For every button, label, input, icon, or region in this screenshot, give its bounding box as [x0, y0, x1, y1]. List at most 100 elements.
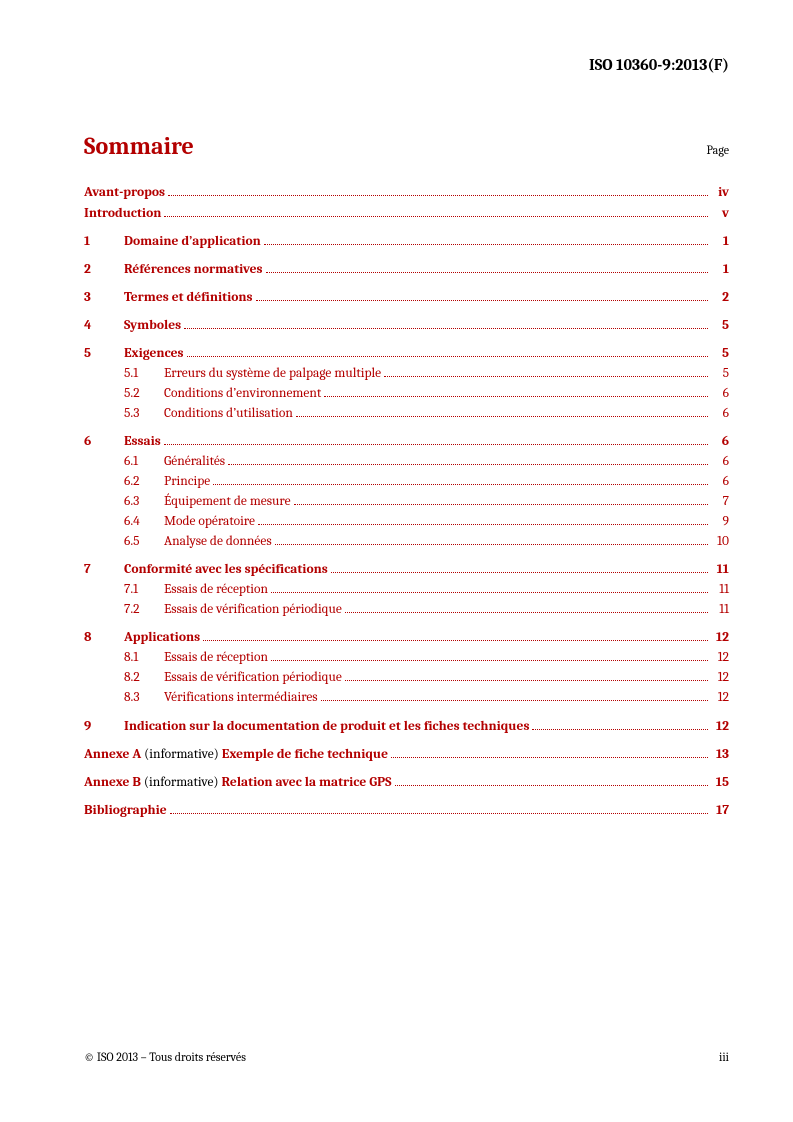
title-row: Sommaire Page [84, 132, 729, 160]
toc-leader [228, 453, 708, 465]
toc-subentry-page: 12 [711, 650, 729, 667]
toc-entry[interactable]: 7Conformité avec les spécifications11 [84, 561, 729, 579]
toc-entry[interactable]: 2Références normatives1 [84, 261, 729, 279]
toc-subentry-page: 7 [711, 494, 729, 511]
toc-entry-label: Bibliographie [84, 803, 167, 820]
toc-subentry-page: 5 [711, 366, 729, 383]
toc-subentry[interactable]: 7.2Essais de vérification périodique 11 [84, 601, 729, 619]
toc-entry-number: 8 [84, 630, 124, 647]
toc-entry[interactable]: Bibliographie 17 [84, 801, 729, 819]
toc-subentry-number: 6.5 [124, 534, 164, 551]
toc-entry[interactable]: Introduction v [84, 205, 729, 223]
toc-entry[interactable]: 5Exigences5 [84, 345, 729, 363]
toc-entry[interactable]: Annexe A (informative) Exemple de fiche … [84, 745, 729, 763]
toc-subentry-number: 7.1 [124, 582, 164, 599]
toc-subentry[interactable]: 6.3Équipement de mesure 7 [84, 493, 729, 511]
toc-entry-label: Équipement de mesure [164, 494, 291, 511]
toc-entry-number: 4 [84, 318, 124, 335]
toc-entry-page: 5 [711, 346, 729, 363]
toc-entry-label: Conformité avec les spécifications [124, 562, 328, 579]
toc-entry-number: 9 [84, 719, 124, 736]
table-of-contents: Avant-propos iv Introduction v 1Domaine d’ap… [84, 184, 729, 819]
toc-entry-page: 12 [711, 719, 729, 736]
toc-entry-label: Exigences [124, 346, 184, 363]
toc-subentry[interactable]: 6.5Analyse de données10 [84, 533, 729, 551]
toc-entry[interactable]: 9Indication sur la documentation de prod… [84, 717, 729, 735]
toc-leader [213, 473, 708, 485]
toc-title: Sommaire [84, 132, 194, 160]
toc-entry-page: 13 [711, 747, 729, 764]
toc-entry-number: 1 [84, 234, 124, 251]
toc-entry[interactable]: 4Symboles 5 [84, 317, 729, 335]
toc-leader [187, 345, 709, 357]
toc-entry-label: Vérifications intermédiaires [164, 690, 318, 707]
toc-entry-label: Introduction [84, 206, 161, 223]
toc-entry-label: Annexe B (informative) Relation avec la … [84, 775, 392, 792]
toc-subentry-number: 7.2 [124, 602, 164, 619]
toc-leader [258, 513, 708, 525]
toc-subentry-page: 6 [711, 474, 729, 491]
toc-subentry[interactable]: 6.4Mode opératoire9 [84, 513, 729, 531]
toc-subentry[interactable]: 8.2Essais de vérification périodique12 [84, 669, 729, 687]
toc-subentry-number: 5.1 [124, 366, 164, 383]
toc-subentry[interactable]: 5.1Erreurs du système de palpage multipl… [84, 365, 729, 383]
toc-subentry-number: 6.4 [124, 514, 164, 531]
toc-leader [170, 801, 708, 813]
toc-entry-label: Domaine d’application [124, 234, 261, 251]
toc-subentry[interactable]: 8.1Essais de réception12 [84, 649, 729, 667]
toc-leader [384, 365, 708, 377]
toc-entry[interactable]: 8Applications12 [84, 629, 729, 647]
toc-leader [264, 233, 708, 245]
toc-leader [345, 601, 708, 613]
toc-entry-label: Mode opératoire [164, 514, 255, 531]
toc-subentry-number: 8.2 [124, 670, 164, 687]
toc-leader [271, 649, 708, 661]
toc-entry-label: Principe [164, 474, 210, 491]
toc-subentry-number: 8.3 [124, 690, 164, 707]
toc-entry-label: Erreurs du système de palpage multiple [164, 366, 381, 383]
toc-subentry-number: 6.3 [124, 494, 164, 511]
toc-subentry-page: 6 [711, 386, 729, 403]
toc-entry-page: 6 [711, 434, 729, 451]
toc-leader [532, 717, 708, 729]
toc-leader [331, 561, 708, 573]
toc-entry[interactable]: Avant-propos iv [84, 184, 729, 202]
page-footer: © ISO 2013 – Tous droits réservés iii [84, 1050, 729, 1064]
toc-leader [391, 745, 708, 757]
toc-entry-label: Références normatives [124, 262, 263, 279]
toc-entry-label: Indication sur la documentation de produ… [124, 719, 529, 736]
toc-entry-label: Symboles [124, 318, 181, 335]
toc-entry-page: 11 [711, 562, 729, 579]
toc-entry[interactable]: 3Termes et définitions2 [84, 289, 729, 307]
toc-subentry-number: 8.1 [124, 650, 164, 667]
toc-entry-label: Annexe A (informative) Exemple de fiche … [84, 747, 388, 764]
toc-entry[interactable]: 6Essais6 [84, 433, 729, 451]
toc-entry-label: Termes et définitions [124, 290, 253, 307]
toc-leader [203, 629, 708, 641]
toc-entry-page: iv [711, 185, 729, 202]
toc-subentry[interactable]: 6.2Principe 6 [84, 473, 729, 491]
toc-entry-page: 17 [711, 803, 729, 820]
toc-entry-page: v [711, 206, 729, 223]
toc-subentry-number: 6.2 [124, 474, 164, 491]
toc-entry-label: Essais de vérification périodique [164, 602, 342, 619]
toc-leader [345, 669, 708, 681]
toc-leader [294, 493, 708, 505]
toc-subentry[interactable]: 8.3Vérifications intermédiaires12 [84, 689, 729, 707]
toc-subentry-number: 5.2 [124, 386, 164, 403]
toc-entry-page: 2 [711, 290, 729, 307]
toc-entry-page: 5 [711, 318, 729, 335]
toc-entry[interactable]: Annexe B (informative) Relation avec la … [84, 773, 729, 791]
toc-subentry-page: 6 [711, 406, 729, 423]
copyright-text: © ISO 2013 – Tous droits réservés [84, 1050, 246, 1064]
toc-leader [164, 433, 708, 445]
toc-leader [324, 385, 708, 397]
toc-subentry[interactable]: 5.3Conditions d’utilisation6 [84, 405, 729, 423]
toc-entry-label: Avant-propos [84, 185, 165, 202]
toc-subentry[interactable]: 6.1Généralités6 [84, 453, 729, 471]
toc-subentry-page: 11 [711, 602, 729, 619]
toc-subentry[interactable]: 7.1Essais de réception11 [84, 581, 729, 599]
toc-entry[interactable]: 1Domaine d’application1 [84, 233, 729, 251]
toc-leader [256, 289, 708, 301]
toc-subentry[interactable]: 5.2Conditions d’environnement6 [84, 385, 729, 403]
